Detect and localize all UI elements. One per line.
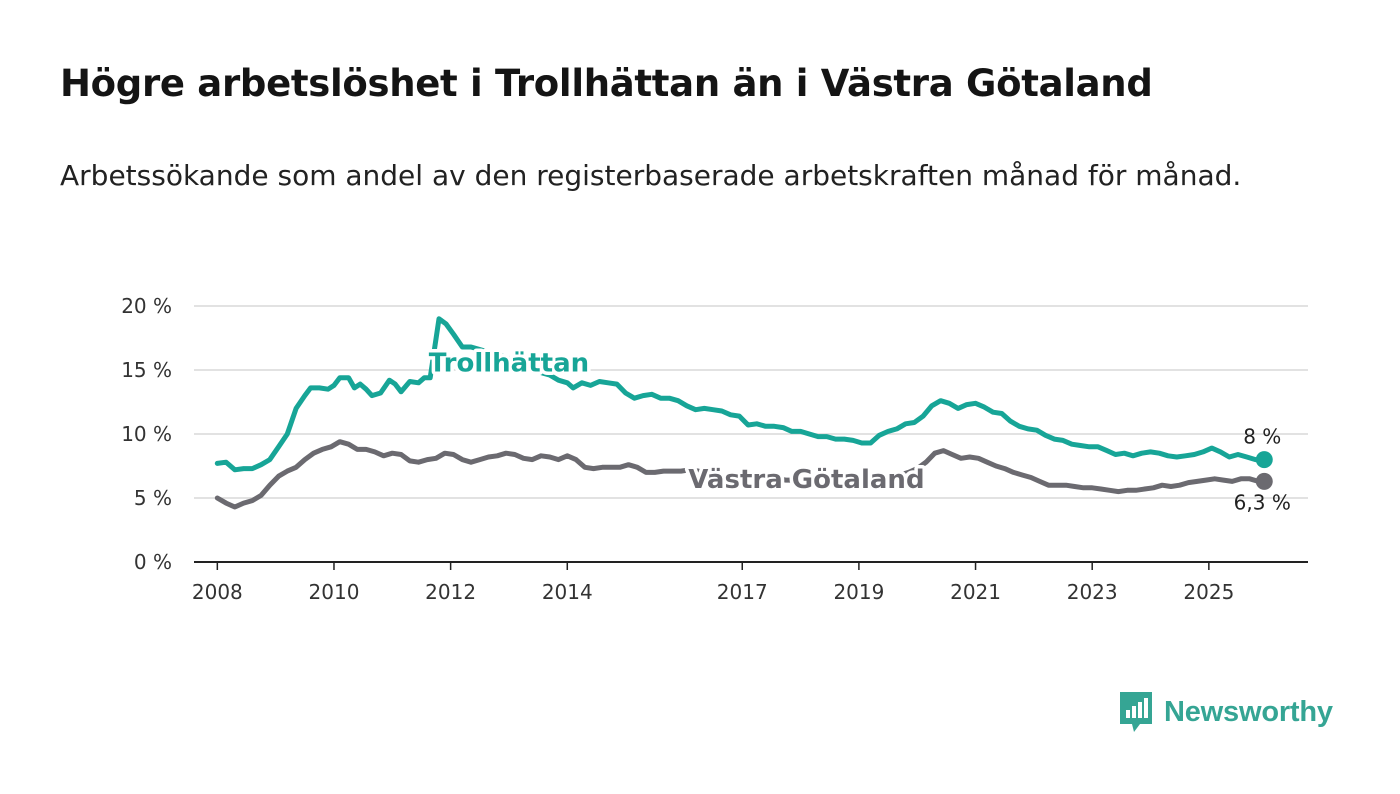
- series-labels: 8 % Trollhättan 6,3 % Västra Götaland: [425, 345, 1291, 515]
- y-axis-ticks: 0 % 5 % 10 % 15 % 20 %: [121, 294, 172, 574]
- y-tick-label: 15 %: [121, 358, 172, 382]
- x-tick-label: 2014: [542, 580, 593, 604]
- y-tick-label: 20 %: [121, 294, 172, 318]
- end-marker-trollhattan: [1255, 451, 1273, 469]
- series-line-trollhattan: [214, 316, 1267, 473]
- end-value-label-vastra-gotaland: 6,3 %: [1234, 490, 1291, 514]
- y-tick-label: 5 %: [134, 486, 172, 510]
- x-tick-label: 2012: [425, 580, 476, 604]
- chart-subtitle: Arbetssökande som andel av den registerb…: [60, 159, 1242, 192]
- series-line-vastra-gotaland: [214, 439, 1267, 510]
- y-tick-label: 10 %: [121, 422, 172, 446]
- chart-title: Högre arbetslöshet i Trollhättan än i Vä…: [60, 62, 1153, 105]
- end-value-label-trollhattan: 8 %: [1243, 425, 1281, 449]
- x-tick-label: 2021: [950, 580, 1001, 604]
- brand-logo: Newsworthy: [1118, 690, 1333, 734]
- x-tick-label: 2025: [1183, 580, 1234, 604]
- brand-name: Newsworthy: [1164, 695, 1333, 728]
- x-tick-label: 2010: [309, 580, 360, 604]
- y-tick-label: 0 %: [134, 550, 172, 574]
- series-lines: [214, 316, 1273, 510]
- x-tick-label: 2008: [192, 580, 243, 604]
- newsworthy-logo-icon: [1120, 692, 1152, 732]
- x-tick-label: 2019: [833, 580, 884, 604]
- series-label-vastra-gotaland: Västra Götaland: [688, 465, 924, 495]
- x-tick-label: 2023: [1067, 580, 1118, 604]
- gridlines: [194, 305, 1308, 563]
- x-axis-ticks: 2008 2010 2012 2014 2017 2019 2021 2023 2025: [192, 562, 1234, 604]
- end-marker-vastra-gotaland: [1255, 472, 1273, 490]
- x-tick-label: 2017: [717, 580, 768, 604]
- series-label-trollhattan: Trollhättan: [429, 348, 589, 378]
